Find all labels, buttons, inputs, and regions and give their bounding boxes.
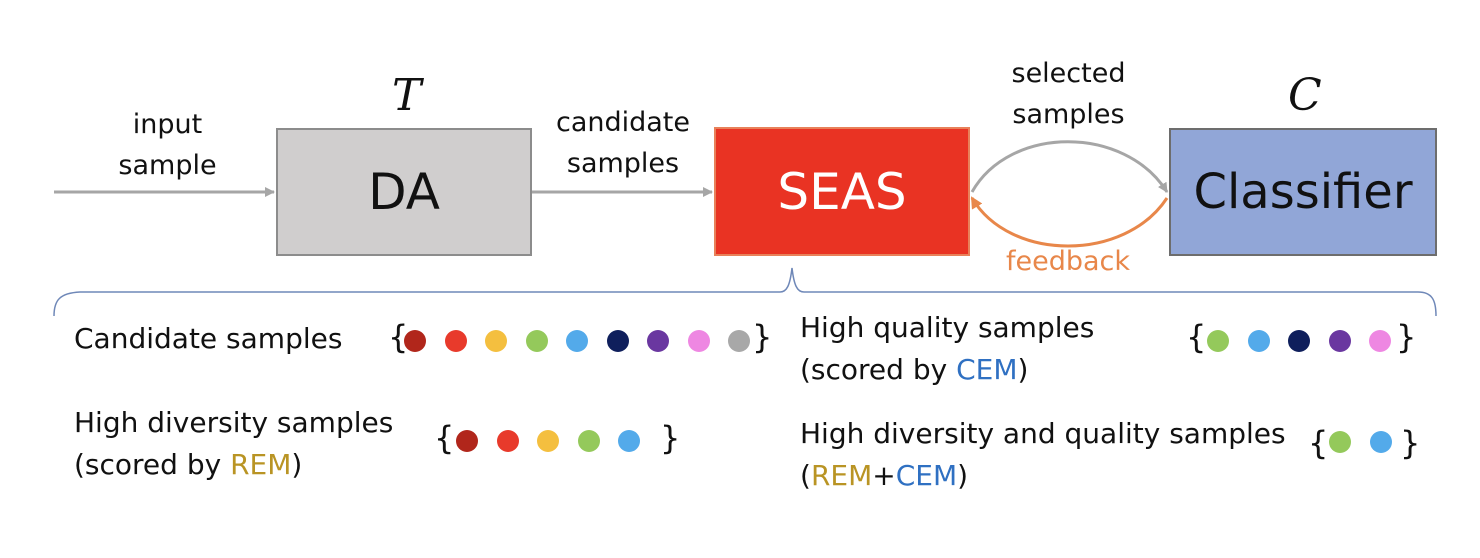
hb-brace-open: { [1308,424,1329,462]
high-quality-line2: (scored by CEM) [800,349,1094,391]
hq-paren-close: ) [1017,353,1029,386]
sample-dot [444,330,467,352]
sample-dot [1328,330,1351,352]
hb-paren-open: ( [800,459,811,492]
feedback-arrow [970,196,1169,248]
samples-word: samples [566,148,680,179]
sample-dot [606,330,629,352]
hd-scored-by: (scored by [74,448,231,481]
high-diversity-line2: (scored by REM) [74,444,393,486]
symbol-c: C [1288,70,1322,121]
sample-dot [577,430,600,452]
sample-dot [1288,330,1310,352]
seas-box: SEAS [714,127,970,256]
hd-brace-close: } [660,419,681,457]
high-both-line2: (REM+CEM) [800,455,1286,497]
selected-samples-label: selected samples [996,53,1141,135]
feedback-label: feedback [1006,246,1131,277]
hq-scored-by: (scored by [800,353,957,386]
sample-dot [566,330,588,352]
candidate-dots [404,330,769,352]
hq-brace-open: { [1186,318,1207,356]
hb-cem-tag: CEM [895,459,958,492]
selected-word: selected [1011,58,1126,89]
candidate-brace-open: { [388,318,409,356]
input-sample-label: input sample [110,104,225,186]
hb-paren-close: ) [957,459,969,492]
high-both-dots [1329,431,1410,453]
classifier-box: Classifier [1169,128,1437,256]
sample-dot [496,430,519,452]
high-both-label: High diversity and quality samples (REM+… [800,413,1286,497]
sample-dot [404,330,426,352]
sample-dot [537,430,559,452]
high-quality-line1: High quality samples [800,311,1095,344]
symbol-t: T [392,70,422,121]
hq-brace-close: } [1396,318,1417,356]
hd-rem-tag: REM [230,448,292,481]
candidate-samples-row-label: Candidate samples [74,322,343,355]
candidate-samples-label: candidate samples [548,102,698,184]
hb-brace-close: } [1400,424,1421,462]
input-word: input [132,109,203,140]
sample-dot [1329,431,1351,453]
high-diversity-line1: High diversity samples [74,406,394,439]
sample-word: sample [118,150,217,181]
selected-samples-word: samples [1012,99,1125,130]
sample-dot [1369,330,1391,352]
hd-paren-close: ) [291,448,303,481]
sample-dot [456,430,478,452]
da-label: DA [368,163,440,221]
sample-dot [1207,330,1229,352]
candidate-word: candidate [555,107,691,138]
hb-rem-tag: REM [810,459,873,492]
sample-dot [618,430,640,452]
da-box: DA [276,128,532,256]
sample-dot [1247,330,1270,352]
selected-arrow [970,140,1169,193]
high-quality-label: High quality samples (scored by CEM) [800,307,1094,391]
seas-expansion-brace [53,267,1437,317]
hb-plus: + [872,459,896,492]
sample-dot [728,330,750,352]
sample-dot [647,330,669,352]
sample-dot [525,330,548,352]
sample-dot [687,330,710,352]
hq-cem-tag: CEM [956,353,1018,386]
sample-dot [485,330,507,352]
candidate-brace-close: } [752,318,773,356]
classifier-label: Classifier [1193,164,1413,220]
high-quality-dots [1207,330,1410,352]
high-diversity-label: High diversity samples (scored by REM) [74,402,393,486]
sample-dot [1369,431,1392,453]
high-both-line1: High diversity and quality samples [800,417,1286,450]
seas-label: SEAS [777,162,907,221]
hd-brace-open: { [434,419,455,457]
high-diversity-dots [456,430,659,452]
